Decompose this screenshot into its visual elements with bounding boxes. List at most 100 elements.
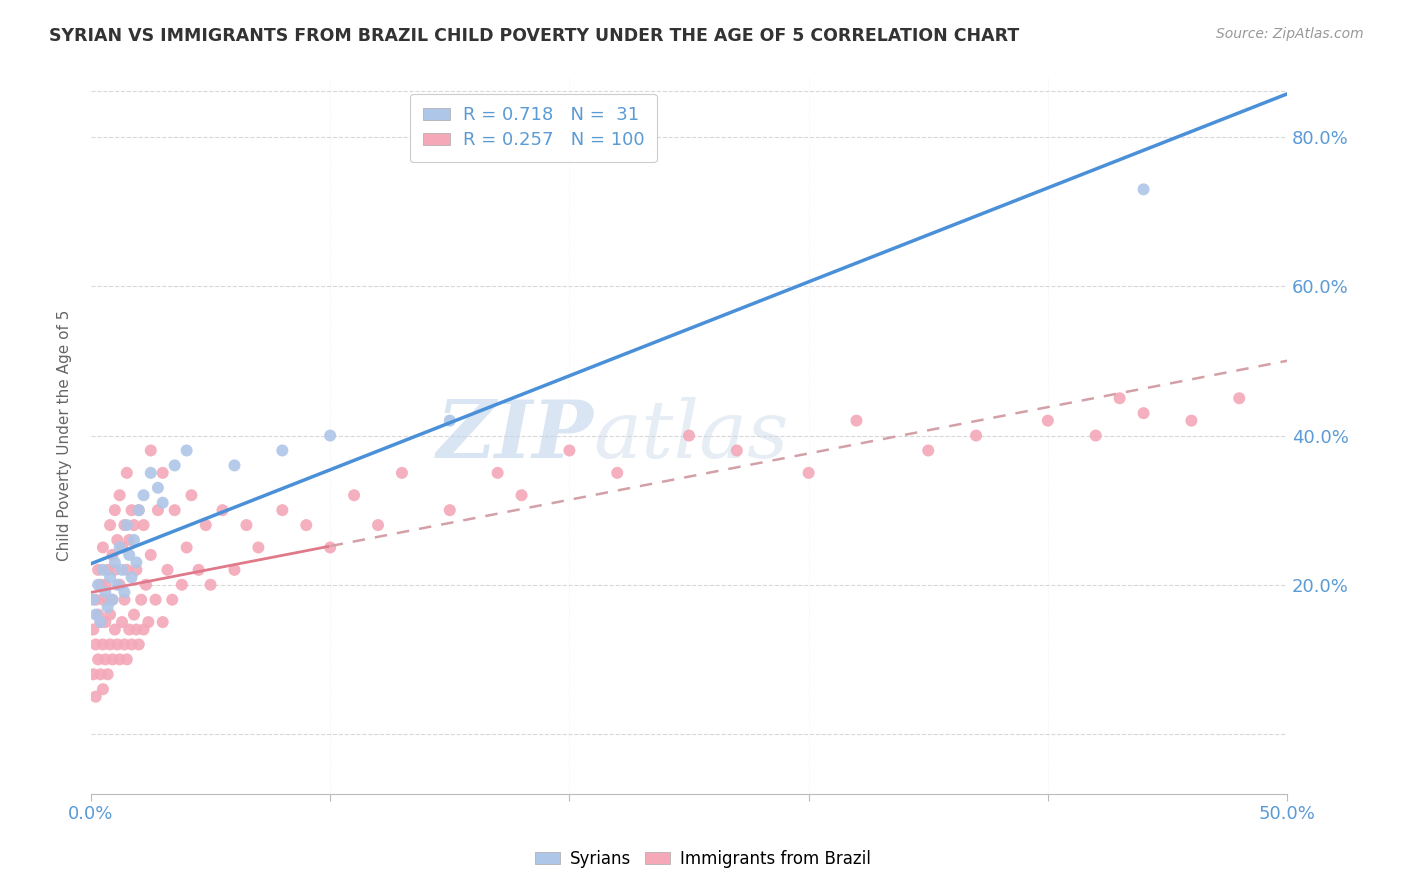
Point [91,637,114,651]
Point [98,518,121,533]
Point [170,578,193,592]
Point [128,503,150,517]
Point [187,563,209,577]
Point [132,623,155,637]
Point [115,466,138,480]
Point [235,518,257,533]
Point [89,615,111,629]
Point [98,607,121,622]
Point [343,488,366,502]
Point [111,563,134,577]
Point [139,548,162,562]
Point [91,541,114,555]
Point [91,563,114,577]
Point [606,466,628,480]
Point [97,600,120,615]
Point [89,578,111,592]
Point [121,503,143,517]
Point [139,443,162,458]
Point [145,592,167,607]
Point [965,428,987,442]
Point [87,563,110,577]
Point [91,592,114,607]
Point [101,548,124,562]
Point [112,637,135,651]
Text: SYRIAN VS IMMIGRANTS FROM BRAZIL CHILD POVERTY UNDER THE AGE OF 5 CORRELATION CH: SYRIAN VS IMMIGRANTS FROM BRAZIL CHILD P… [49,27,1019,45]
Point [139,466,162,480]
Point [678,428,700,442]
Point [176,541,198,555]
Point [194,518,217,533]
Point [132,518,155,533]
Point [224,458,246,473]
Point [125,555,148,569]
Legend: R = 0.718   N =  31, R = 0.257   N = 100: R = 0.718 N = 31, R = 0.257 N = 100 [411,94,657,162]
Point [135,578,157,592]
Text: atlas: atlas [593,397,789,475]
Point [152,466,174,480]
Point [224,563,246,577]
Point [128,637,150,651]
Point [115,652,138,666]
Point [163,503,186,517]
Point [367,518,389,533]
Point [725,443,748,458]
Point [162,592,184,607]
Legend: Syrians, Immigrants from Brazil: Syrians, Immigrants from Brazil [529,844,877,875]
Point [121,570,143,584]
Point [319,428,342,442]
Point [89,615,111,629]
Point [797,466,820,480]
Point [108,578,131,592]
Point [146,481,169,495]
Text: Source: ZipAtlas.com: Source: ZipAtlas.com [1216,27,1364,41]
Point [112,592,135,607]
Point [319,541,342,555]
Point [295,518,318,533]
Point [94,615,117,629]
Point [118,548,141,562]
Point [118,623,141,637]
Point [118,533,141,547]
Point [163,458,186,473]
Point [122,518,145,533]
Point [138,615,160,629]
Point [105,578,128,592]
Point [101,592,124,607]
Point [105,533,128,547]
Point [152,615,174,629]
Point [247,541,270,555]
Point [104,503,127,517]
Point [112,518,135,533]
Point [122,533,145,547]
Point [84,637,107,651]
Point [1132,406,1154,420]
Point [176,443,198,458]
Point [108,652,131,666]
Point [917,443,939,458]
Point [125,623,148,637]
Point [129,592,152,607]
Point [112,585,135,599]
Point [104,555,127,569]
Point [271,503,294,517]
Point [439,414,461,428]
Point [152,496,174,510]
Point [108,541,131,555]
Point [82,592,104,607]
Point [94,578,117,592]
Point [105,637,128,651]
Point [87,607,110,622]
Point [1036,414,1059,428]
Point [111,541,134,555]
Point [121,637,143,651]
Point [108,488,131,502]
Point [87,652,110,666]
Point [211,503,233,517]
Point [391,466,413,480]
Point [101,652,124,666]
Point [84,607,107,622]
Point [128,503,150,517]
Point [82,667,104,681]
Point [84,690,107,704]
